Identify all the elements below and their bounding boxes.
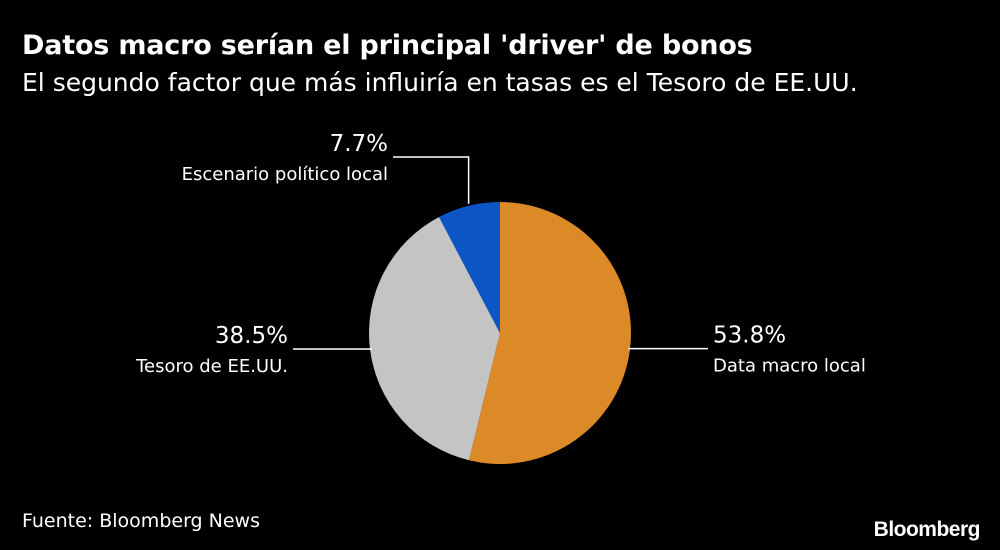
pie-slice-0: [469, 202, 632, 465]
chart-subtitle: El segundo factor que más influiría en t…: [22, 68, 858, 97]
pie-slice-1: [369, 217, 500, 461]
slice-category-label-1: Tesoro de EE.UU.: [135, 356, 288, 377]
slice-category-label-2: Escenario político local: [182, 164, 388, 185]
slice-value-label-2: 7.7%: [330, 131, 388, 157]
chart-title: Datos macro serían el principal 'driver'…: [22, 30, 753, 61]
source-note: Fuente: Bloomberg News: [22, 510, 260, 532]
slice-value-label-0: 53.8%: [713, 323, 786, 349]
slice-value-label-1: 38.5%: [215, 323, 288, 349]
bloomberg-logo: Bloomberg: [873, 518, 981, 541]
pie-slice-2: [439, 201, 500, 333]
leader-line-2: [393, 156, 470, 204]
slice-category-label-0: Data macro local: [713, 356, 866, 377]
